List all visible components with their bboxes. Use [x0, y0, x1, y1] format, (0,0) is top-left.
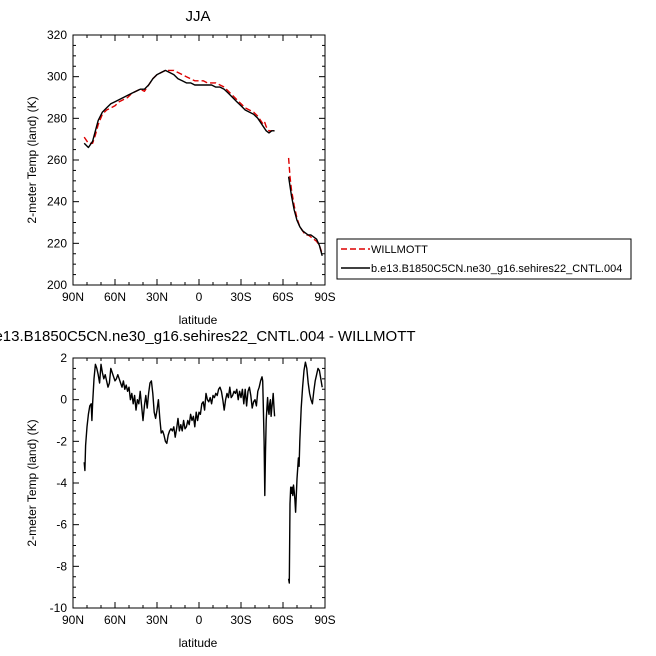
- bottom-y-tick-label: -2: [56, 434, 67, 448]
- bottom-chart-plot-area: [83, 361, 323, 584]
- bottom-y-tick-label: -6: [56, 518, 67, 532]
- top-chart-plot-area: [83, 69, 323, 256]
- top-x-tick-label: 60S: [272, 290, 293, 304]
- legend-entry-willmott: WILLMOTT: [371, 244, 428, 256]
- top-series-line-model-seg1: [287, 176, 323, 256]
- bottom-chart-frame: [72, 357, 326, 609]
- bottom-x-tick-label: 30S: [230, 613, 251, 627]
- top-x-tick-label: 0: [196, 290, 203, 304]
- bottom-y-tick-label: 0: [60, 393, 67, 407]
- top-chart-ticks: 90N 60N 30N 0 30S 60S 90S 200 220 240 260 280 300 320: [47, 28, 336, 304]
- top-chart-panel: JJA 90N 60N 30N 0 30S 60S 90S 200 220 240 260 280 30…: [25, 8, 336, 327]
- bottom-x-tick-label: 0: [196, 613, 203, 627]
- top-x-tick-label: 30N: [146, 290, 168, 304]
- top-series-line-willmott-seg1: [287, 157, 323, 255]
- top-y-tick-label: 200: [47, 278, 67, 292]
- bottom-series-line-difference-seg0: [83, 363, 276, 497]
- bottom-chart-ticks: 90N 60N 30N 0 30S 60S 90S -10 -8 -6 -4 -2 0 2: [50, 351, 336, 627]
- bottom-x-tick-label: 30N: [146, 613, 168, 627]
- top-series-line-model-seg0: [83, 69, 275, 149]
- top-y-tick-label: 320: [47, 28, 67, 42]
- top-x-tick-label: 30S: [230, 290, 251, 304]
- top-y-tick-label: 220: [47, 236, 67, 250]
- legend: WILLMOTT b.e13.B1850C5CN.ne30_g16.sehire…: [336, 238, 632, 280]
- top-chart-xlabel: latitude: [179, 313, 218, 327]
- bottom-chart-ylabel: 2-meter Temp (land) (K): [25, 419, 39, 546]
- bottom-x-tick-label: 90N: [62, 613, 84, 627]
- legend-entry-model: b.e13.B1850C5CN.ne30_g16.sehires22_CNTL.…: [371, 263, 622, 275]
- bottom-x-tick-label: 60N: [104, 613, 126, 627]
- bottom-y-tick-label: -10: [50, 601, 68, 615]
- top-chart-title: JJA: [185, 8, 210, 25]
- top-y-tick-label: 300: [47, 70, 67, 84]
- bottom-chart-panel: e13.B1850C5CN.ne30_g16.sehires22_CNTL.00…: [0, 328, 416, 650]
- bottom-y-tick-label: 2: [60, 351, 67, 365]
- bottom-chart-title: e13.B1850C5CN.ne30_g16.sehires22_CNTL.00…: [0, 328, 416, 345]
- top-x-tick-label: 90N: [62, 290, 84, 304]
- top-x-tick-label: 60N: [104, 290, 126, 304]
- top-x-tick-label: 90S: [314, 290, 335, 304]
- bottom-y-tick-label: -4: [56, 476, 67, 490]
- bottom-chart-xlabel: latitude: [179, 636, 218, 650]
- bottom-y-tick-label: -8: [56, 559, 67, 573]
- legend-box: [336, 238, 632, 280]
- top-y-tick-label: 240: [47, 195, 67, 209]
- bottom-x-tick-label: 60S: [272, 613, 293, 627]
- bottom-x-tick-label: 90S: [314, 613, 335, 627]
- top-chart-frame: [72, 34, 326, 286]
- top-y-tick-label: 280: [47, 111, 67, 125]
- top-y-tick-label: 260: [47, 153, 67, 167]
- bottom-series-line-difference-seg1: [287, 361, 323, 584]
- top-series-line-willmott-seg0: [83, 69, 275, 145]
- top-chart-ylabel: 2-meter Temp (land) (K): [25, 96, 39, 223]
